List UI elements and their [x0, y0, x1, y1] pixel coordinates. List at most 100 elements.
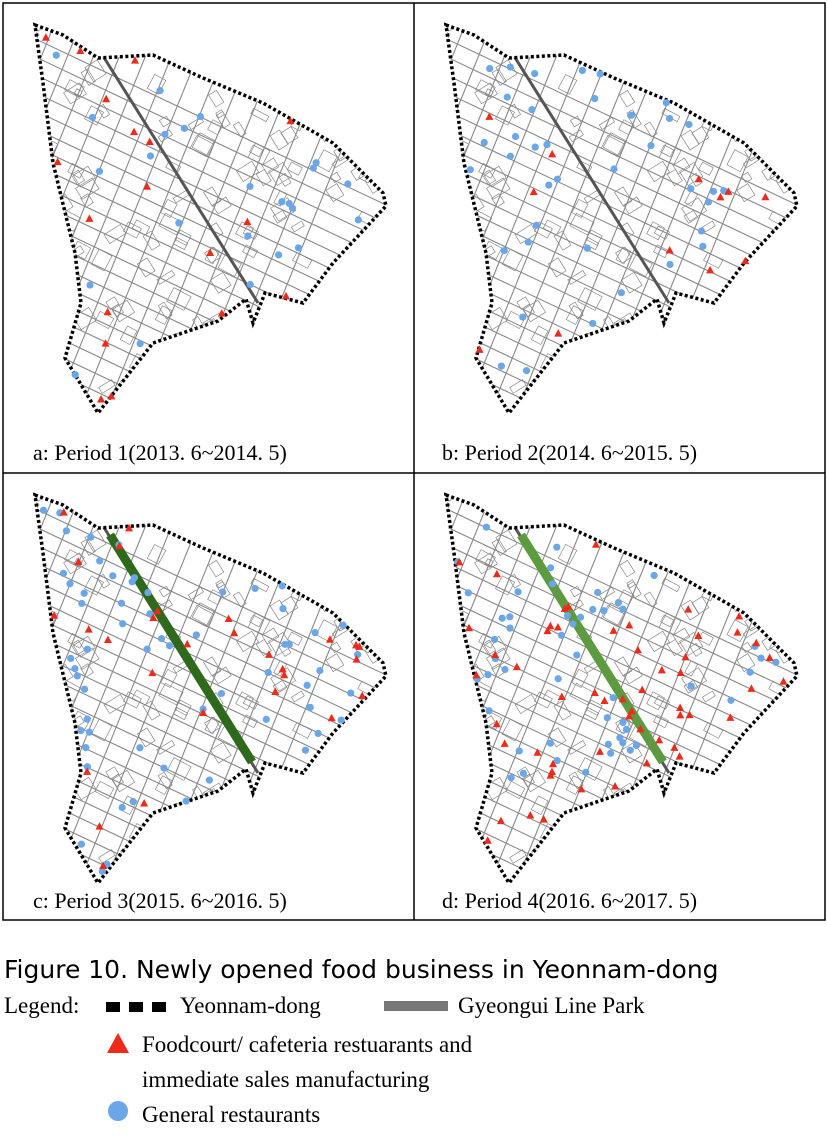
street — [204, 25, 376, 413]
building — [332, 412, 354, 413]
street — [446, 495, 475, 883]
building — [166, 757, 192, 781]
building — [758, 31, 777, 46]
building — [771, 76, 788, 97]
foodcourt-site — [694, 631, 703, 639]
foodcourt-site — [183, 639, 192, 648]
street — [459, 25, 631, 413]
general-restaurant — [727, 696, 735, 704]
general-restaurant — [619, 718, 627, 727]
building — [288, 574, 305, 589]
building — [360, 546, 377, 567]
foodcourt-site — [84, 625, 93, 633]
building — [337, 287, 353, 300]
general-restaurant — [143, 645, 151, 653]
foodcourt-site — [103, 307, 112, 316]
general-restaurant — [626, 746, 634, 754]
building — [536, 842, 549, 856]
building — [209, 271, 232, 294]
street — [446, 374, 797, 413]
building — [125, 842, 138, 856]
foodcourt-site — [59, 508, 68, 516]
building — [626, 581, 642, 599]
building — [754, 815, 774, 831]
building — [777, 138, 795, 153]
street — [446, 410, 797, 413]
street — [537, 495, 709, 883]
building — [771, 546, 788, 567]
building — [243, 40, 258, 54]
general-restaurant — [524, 238, 532, 246]
general-restaurant — [528, 105, 536, 114]
building — [334, 296, 348, 308]
general-restaurant — [117, 599, 126, 607]
building — [294, 550, 317, 573]
general-restaurant — [59, 569, 68, 577]
building — [632, 798, 657, 820]
general-restaurant — [484, 671, 492, 679]
general-restaurant — [312, 159, 320, 167]
building — [347, 31, 366, 46]
building — [35, 189, 50, 202]
building — [459, 247, 480, 265]
building — [35, 659, 50, 672]
building — [192, 316, 206, 333]
street — [178, 25, 350, 413]
foodcourt-site — [761, 192, 770, 201]
building — [368, 542, 381, 557]
building — [783, 365, 797, 383]
foodcourt-site — [546, 771, 555, 779]
foodcourt-site — [600, 696, 609, 705]
building — [307, 336, 329, 355]
general-restaurant — [506, 152, 514, 160]
building — [84, 105, 105, 126]
foodcourt-site — [115, 541, 124, 550]
street — [35, 32, 386, 214]
building — [333, 783, 349, 796]
foodcourt-site — [765, 653, 774, 661]
street — [446, 25, 579, 413]
foodcourt-site — [85, 214, 94, 222]
general-restaurant — [685, 120, 693, 129]
building — [347, 501, 366, 516]
foodcourt-site — [752, 638, 761, 647]
general-restaurant — [650, 571, 658, 580]
building — [231, 844, 252, 863]
building — [449, 216, 467, 235]
foodcourt-site — [97, 395, 106, 403]
foodcourt-site — [591, 540, 600, 548]
street — [35, 25, 168, 413]
building — [287, 161, 303, 176]
general-restaurant — [130, 574, 139, 582]
building — [321, 560, 336, 573]
street — [446, 495, 527, 883]
foodcourt-site — [665, 246, 674, 254]
foodcourt-site — [625, 620, 634, 629]
street — [446, 320, 797, 413]
foodcourt-site — [243, 217, 252, 226]
general-restaurant — [548, 580, 557, 588]
building — [260, 495, 283, 506]
building — [752, 300, 772, 320]
foodcourt-site — [670, 743, 679, 751]
building — [103, 223, 127, 245]
building — [486, 177, 511, 200]
foodcourt-site — [676, 668, 685, 676]
building — [322, 796, 341, 816]
building — [683, 209, 699, 224]
general-restaurant — [772, 658, 780, 666]
building — [350, 160, 373, 181]
building — [75, 647, 100, 670]
building — [261, 550, 277, 567]
building — [204, 716, 221, 735]
building — [221, 328, 246, 350]
building — [471, 395, 493, 413]
building — [735, 96, 757, 116]
building — [723, 68, 738, 87]
building — [312, 538, 327, 557]
building — [98, 379, 116, 394]
legend-text: immediate sales manufacturing — [142, 1067, 430, 1092]
rail-corridor — [507, 47, 671, 304]
street — [446, 68, 797, 250]
building — [687, 357, 703, 376]
